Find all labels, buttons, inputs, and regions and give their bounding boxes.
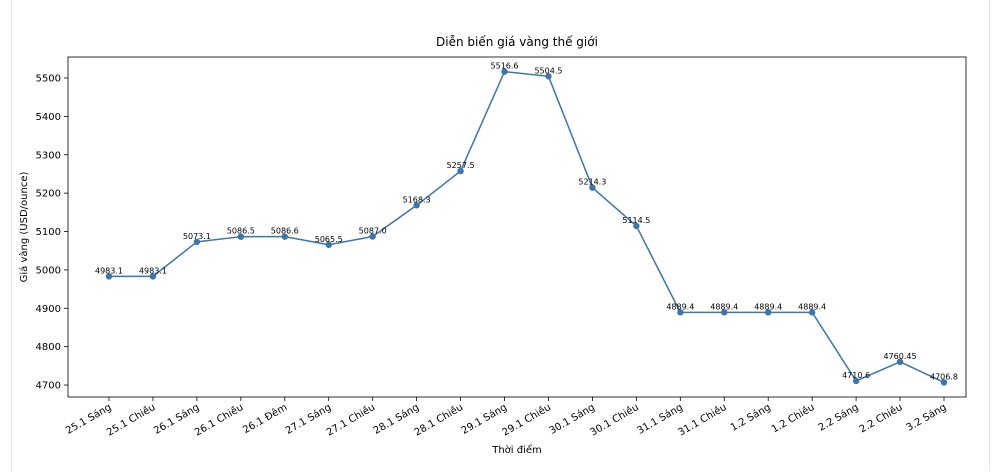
y-tick-label: 4700 — [36, 381, 61, 392]
y-tick-label: 5000 — [36, 265, 61, 276]
data-label: 4760.45 — [884, 352, 917, 361]
x-tick-label: 28.1 Chiều — [412, 401, 465, 438]
y-tick-label: 4800 — [36, 342, 61, 353]
data-point — [677, 309, 684, 316]
data-point — [896, 358, 904, 366]
chart-title: Diễn biến giá vàng thế giới — [436, 35, 598, 49]
data-point — [808, 309, 816, 316]
x-tick-label: 26.1 Chiều — [193, 401, 246, 438]
data-point — [325, 241, 332, 248]
data-label: 5114.5 — [622, 216, 650, 225]
data-point — [721, 309, 728, 316]
data-label: 5065.5 — [315, 235, 343, 244]
data-point — [765, 309, 772, 316]
x-tick-label: 29.1 Chiều — [500, 401, 553, 438]
x-tick-label: 2.2 Chiều — [857, 401, 904, 435]
data-label: 4889.4 — [798, 302, 826, 311]
data-point — [369, 233, 376, 240]
data-label: 5504.5 — [534, 66, 562, 75]
x-tick-label: 1.2 Sáng — [728, 401, 772, 434]
data-label: 4889.4 — [666, 302, 694, 311]
y-tick-label: 5200 — [36, 189, 61, 200]
x-tick-label: 2.2 Sáng — [816, 401, 860, 434]
data-point — [413, 202, 420, 209]
x-tick-label: 30.1 Chiều — [588, 401, 641, 438]
y-axis-label: Giá vàng (USD/ounce) — [18, 172, 30, 283]
data-label: 5168.3 — [403, 195, 431, 204]
data-label: 4710.6 — [842, 371, 870, 380]
x-tick-label: 3.2 Sáng — [904, 401, 948, 434]
data-point — [193, 238, 201, 246]
data-label: 5516.6 — [491, 62, 519, 71]
y-tick-label: 5100 — [36, 227, 61, 238]
data-label: 5086.5 — [227, 227, 255, 236]
plot-frame — [67, 56, 967, 398]
y-tick-label: 5500 — [36, 73, 61, 84]
data-point — [237, 233, 245, 240]
data-label: 4706.8 — [930, 372, 958, 381]
screenshot-frame — [11, 0, 990, 471]
y-tick-label: 4900 — [36, 304, 61, 315]
x-tick-label: 26.1 Đêm — [241, 401, 290, 436]
data-point — [501, 68, 508, 75]
x-tick-label: 31.1 Chiều — [676, 401, 729, 438]
data-label: 4889.4 — [754, 302, 782, 311]
data-line — [109, 70, 945, 384]
data-point — [852, 377, 860, 385]
data-label: 4983.1 — [95, 266, 123, 275]
x-tick-label: 27.1 Chiều — [324, 401, 377, 438]
data-label: 5087.0 — [359, 226, 387, 235]
y-tick-label: 5300 — [36, 150, 61, 161]
data-point — [457, 167, 464, 175]
x-tick-label: 1.2 Chiều — [769, 401, 816, 435]
x-axis-label: Thời điểm — [491, 443, 542, 456]
data-point — [281, 233, 288, 240]
data-label: 4983.1 — [139, 266, 167, 275]
data-label: 5086.6 — [271, 227, 299, 236]
x-tick-label: 25.1 Chiều — [105, 401, 158, 438]
data-label: 5257.5 — [447, 161, 475, 170]
data-point — [633, 222, 640, 230]
data-point — [545, 73, 552, 80]
data-point — [589, 184, 596, 191]
data-point — [105, 273, 113, 280]
data-label: 4889.4 — [710, 302, 738, 311]
data-point — [940, 379, 948, 386]
y-tick-label: 5400 — [36, 112, 61, 123]
data-label: 5214.3 — [578, 178, 606, 187]
data-point — [149, 273, 157, 280]
data-label: 5073.1 — [183, 232, 211, 241]
